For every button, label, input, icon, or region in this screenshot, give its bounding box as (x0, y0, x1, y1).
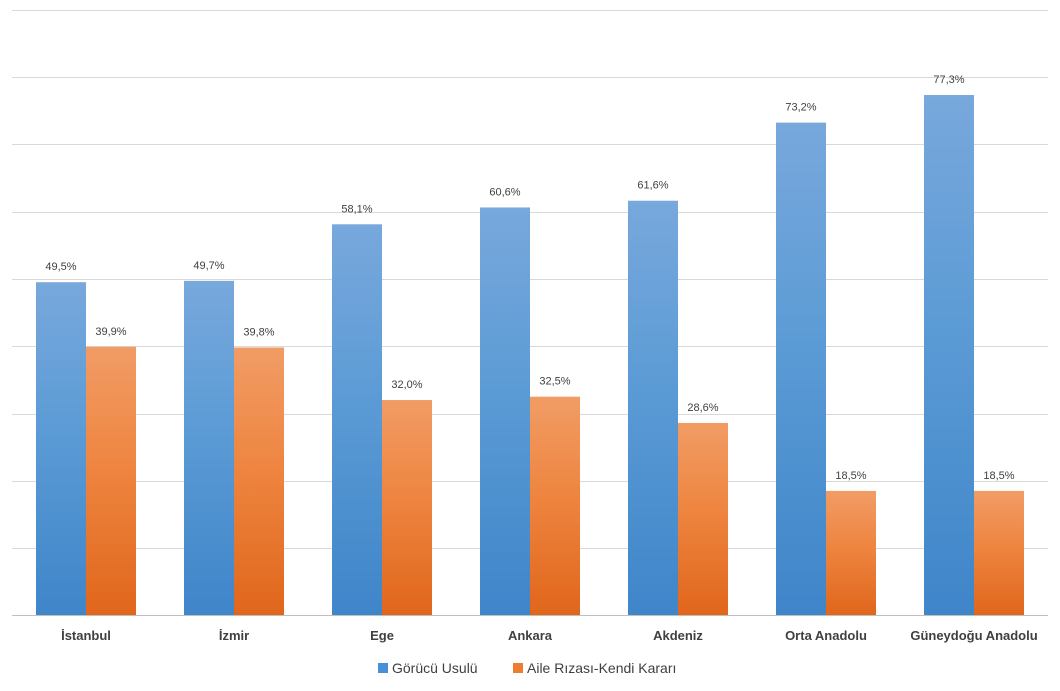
x-tick-label: Akdeniz (653, 628, 703, 643)
bar-gorucu-usulu-0 (36, 282, 86, 616)
bar-gorucu-usulu-5 (776, 122, 826, 616)
data-label: 49,5% (45, 261, 76, 273)
bar-aile-rizasi-0 (86, 346, 136, 616)
bar-aile-rizasi-5 (826, 490, 876, 616)
x-tick-label: Ankara (508, 628, 553, 643)
value-labels: 49,5% 39,9% 49,7% 39,8% 58,1% 32,0% 60,6% 32,5%… (45, 74, 1014, 482)
x-tick-label: Orta Anadolu (785, 628, 867, 643)
data-label: 28,6% (687, 402, 718, 414)
data-label: 61,6% (637, 180, 668, 192)
bar-gorucu-usulu-4 (628, 200, 678, 616)
bar-gorucu-usulu-2 (332, 224, 382, 616)
data-label: 39,9% (95, 326, 126, 338)
bar-aile-rizasi-2 (382, 400, 432, 616)
legend: Görücü Usulü Aile Rızası-Kendi Kararı (378, 660, 676, 676)
legend-label: Aile Rızası-Kendi Kararı (527, 660, 676, 676)
bar-aile-rizasi-6 (974, 490, 1024, 616)
x-tick-label: İstanbul (61, 628, 111, 643)
data-label: 32,5% (539, 376, 570, 388)
x-axis: İstanbul İzmir Ege Ankara Akdeniz Orta Anadol… (12, 615, 1048, 643)
data-label: 18,5% (835, 470, 866, 482)
data-label: 60,6% (489, 186, 520, 198)
data-label: 32,0% (391, 379, 422, 391)
bar-aile-rizasi-3 (530, 396, 580, 616)
legend-swatch (378, 663, 388, 673)
data-label: 77,3% (933, 74, 964, 86)
data-label: 49,7% (193, 260, 224, 272)
bar-gorucu-usulu-6 (924, 95, 974, 616)
bar-gorucu-usulu-1 (184, 280, 234, 616)
bar-aile-rizasi-4 (678, 422, 728, 616)
legend-label: Görücü Usulü (392, 660, 478, 676)
x-tick-label: Ege (370, 628, 394, 643)
data-label: 58,1% (341, 203, 372, 215)
x-tick-label: Güneydoğu Anadolu (910, 628, 1037, 643)
x-tick-label: İzmir (219, 628, 249, 643)
data-label: 73,2% (785, 102, 816, 114)
bar-gorucu-usulu-3 (480, 207, 530, 616)
data-label: 18,5% (983, 470, 1014, 482)
legend-swatch (513, 663, 523, 673)
bars (36, 95, 1024, 616)
bar-aile-rizasi-1 (234, 347, 284, 616)
data-label: 39,8% (243, 327, 274, 339)
